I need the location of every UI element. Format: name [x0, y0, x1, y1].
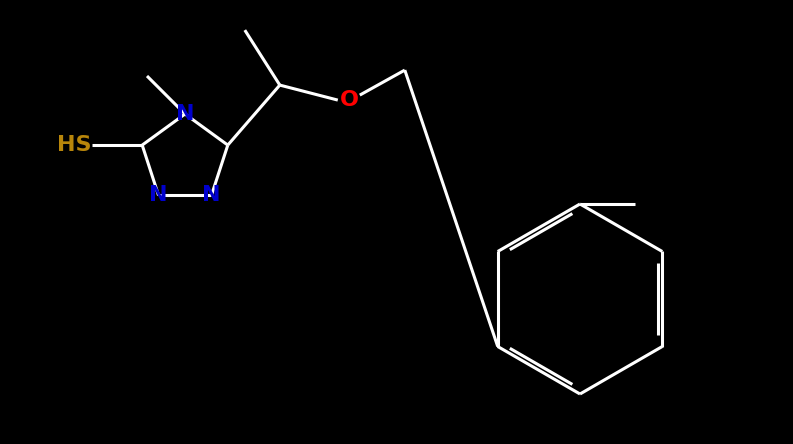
Text: N: N [176, 104, 194, 124]
Text: O: O [340, 90, 359, 110]
Text: N: N [202, 186, 220, 206]
Text: N: N [149, 186, 168, 206]
Text: HS: HS [57, 135, 91, 155]
